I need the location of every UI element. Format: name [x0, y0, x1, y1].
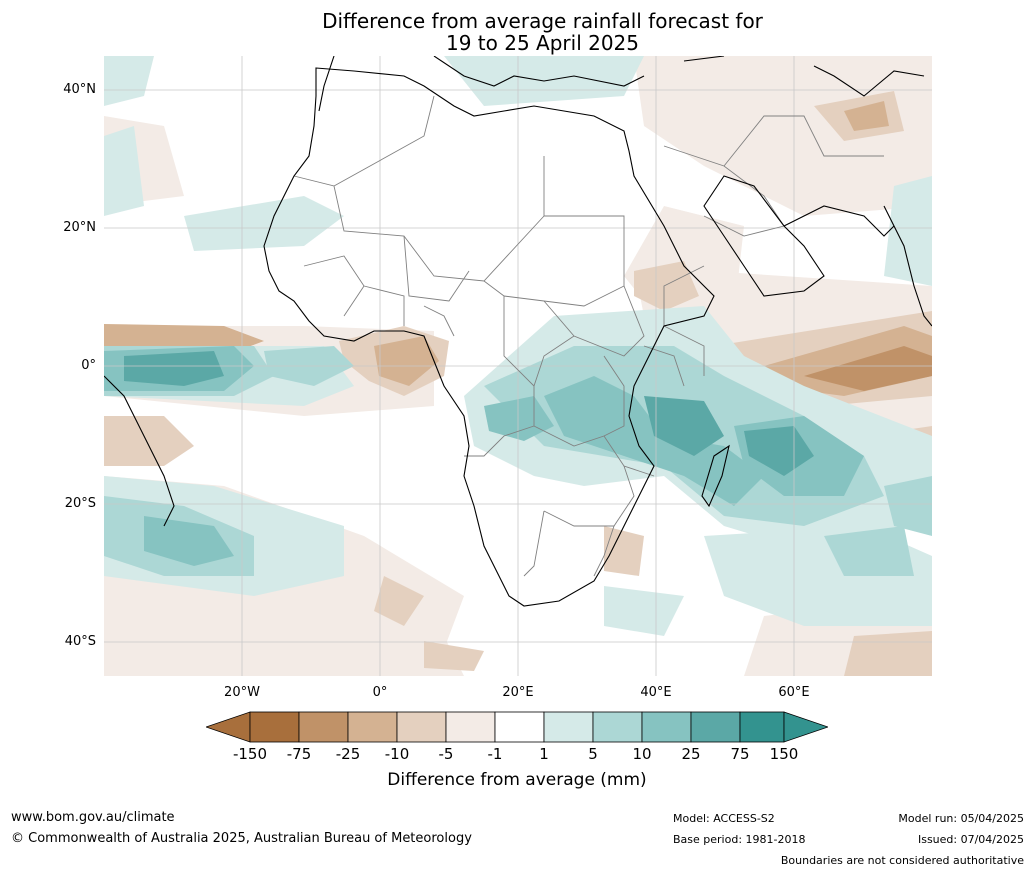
colorbar-tick: 25	[681, 745, 701, 763]
title-line-1: Difference from average rainfall forecas…	[322, 9, 763, 33]
lat-label-40n: 40°N	[63, 82, 96, 97]
title-line-2: 19 to 25 April 2025	[445, 31, 640, 55]
rainfall-map	[104, 56, 932, 676]
colorbar-tick: 75	[730, 745, 750, 763]
website-link[interactable]: www.bom.gov.au/climate	[11, 810, 175, 825]
anomaly-shading	[104, 56, 932, 676]
lat-label-equator: 0°	[81, 358, 96, 373]
copyright-text: © Commonwealth of Australia 2025, Austra…	[11, 831, 472, 846]
colorbar-tick: -25	[335, 745, 361, 763]
disclaimer-text: Boundaries are not considered authoritat…	[780, 854, 1024, 867]
colorbar	[206, 711, 828, 743]
lat-label-40s: 40°S	[64, 634, 96, 649]
colorbar-bin	[396, 711, 447, 743]
map-svg	[104, 56, 932, 676]
colorbar-tick: 5	[588, 745, 598, 763]
lat-label-20n: 20°N	[63, 220, 96, 235]
lon-label-0: 0°	[372, 685, 388, 700]
graticule	[104, 56, 932, 676]
colorbar-bin	[592, 711, 643, 743]
colorbar-under-arrow	[206, 711, 251, 743]
colorbar-bin	[494, 711, 545, 743]
colorbar-tick: -75	[286, 745, 312, 763]
colorbar-tick: 10	[632, 745, 652, 763]
model-run-text: Model run: 05/04/2025	[898, 812, 1024, 825]
colorbar-bin	[445, 711, 496, 743]
colorbar-tick: 1	[539, 745, 549, 763]
colorbar-tick: 150	[769, 745, 799, 763]
colorbar-label: Difference from average (mm)	[387, 770, 647, 790]
lon-label-40e: 40°E	[640, 685, 672, 700]
colorbar-bin	[298, 711, 349, 743]
base-period-text: Base period: 1981-2018	[673, 833, 806, 846]
lon-label-20e: 20°E	[502, 685, 534, 700]
issued-text: Issued: 07/04/2025	[917, 833, 1024, 846]
lon-label-60e: 60°E	[778, 685, 810, 700]
colorbar-tick: -1	[487, 745, 503, 763]
colorbar-bin	[543, 711, 594, 743]
map-title: Difference from average rainfall forecas…	[0, 10, 1035, 54]
colorbar-tick: -150	[232, 745, 268, 763]
colorbar-bin	[641, 711, 692, 743]
colorbar-over-arrow	[783, 711, 828, 743]
model-text: Model: ACCESS-S2	[673, 812, 775, 825]
colorbar-bin	[690, 711, 741, 743]
coastlines	[104, 56, 932, 607]
colorbar-bin	[739, 711, 785, 743]
colorbar-bin	[347, 711, 398, 743]
colorbar-bin	[249, 711, 300, 743]
lat-label-20s: 20°S	[64, 496, 96, 511]
colorbar-tick: -10	[384, 745, 410, 763]
country-borders	[293, 95, 884, 577]
colorbar-tick: -5	[438, 745, 454, 763]
lon-label-20w: 20°W	[224, 685, 260, 700]
